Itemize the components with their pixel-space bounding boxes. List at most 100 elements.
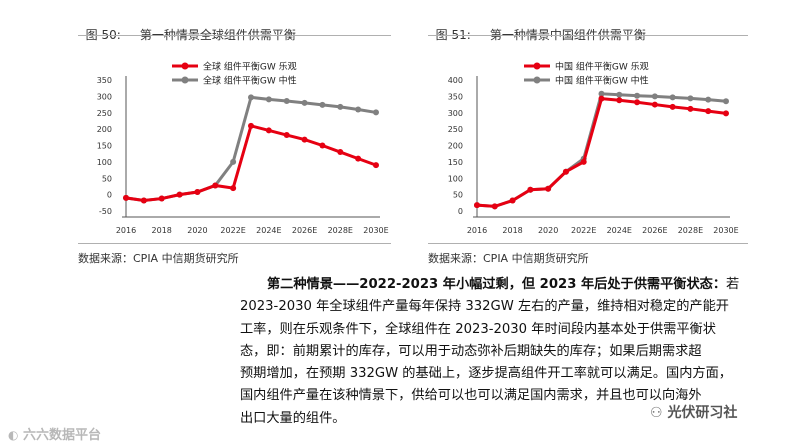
data-point: [337, 149, 344, 156]
legend-marker: [533, 76, 541, 84]
x-tick-label: 2026E: [292, 226, 317, 235]
data-point: [687, 105, 694, 112]
data-point: [616, 97, 623, 104]
y-tick-label: 150: [448, 158, 463, 167]
data-point: [140, 197, 147, 204]
data-point: [527, 186, 534, 193]
figure-title-left: 图 50: 第一种情景全球组件供需平衡: [78, 12, 296, 43]
data-point: [634, 92, 641, 99]
data-point: [509, 197, 516, 204]
x-tick-label: 2026E: [642, 226, 667, 235]
data-point: [598, 90, 605, 97]
paragraph-line: 预期增加，在预期 332GW 的基础上，逐步提高组件开工率就可以满足。国内方面，: [240, 366, 732, 382]
data-point: [651, 93, 658, 100]
data-point: [474, 202, 480, 209]
data-point: [687, 95, 694, 102]
x-tick-label: 2030E: [713, 226, 738, 235]
data-point: [491, 203, 498, 210]
data-point: [651, 101, 658, 108]
data-point: [723, 110, 729, 117]
data-point: [705, 96, 712, 103]
data-point: [545, 185, 552, 192]
data-point: [373, 109, 379, 116]
x-tick-label: 2024E: [256, 226, 281, 235]
x-tick-label: 2030E: [363, 226, 388, 235]
data-point: [705, 108, 712, 115]
legend-label: 中国 组件平衡GW 中性: [555, 75, 649, 87]
y-tick-label: 300: [97, 92, 112, 101]
figure-title-right: 图 51: 第一种情景中国组件供需平衡: [428, 12, 646, 43]
data-point: [616, 91, 623, 98]
y-tick-label: 50: [453, 191, 463, 200]
chart-global-balance: -50 0 50 100 150 200 250 300 350 2016 2018 2020 2022…: [97, 61, 389, 236]
legend-label: 全球 组件平衡GW 乐观: [203, 61, 297, 73]
x-tick-label: 2024E: [607, 226, 632, 235]
analysis-paragraph: 第二种情景——2022-2023 年小幅过剩，但 2023 年后处于供需平衡状态…: [240, 274, 780, 430]
x-tick-label: 2018: [152, 226, 172, 235]
legend-marker: [181, 76, 189, 84]
legend-label: 全球 组件平衡GW 中性: [203, 75, 297, 87]
y-tick-label: 0: [107, 191, 112, 200]
data-point: [212, 182, 219, 189]
data-point: [248, 94, 254, 101]
paragraph-line: 2023-2030 年全球组件产量每年保持 332GW 左右的产量，维持相对稳定…: [240, 299, 729, 315]
y-tick-label: -50: [99, 207, 112, 216]
y-tick-label: 250: [448, 125, 463, 134]
paragraph-line: 国内组件产量在该种情景下，供给可以也可以满足国内需求，并且也可以向海外: [240, 388, 702, 404]
x-tick-label: 2020: [538, 226, 558, 235]
paragraph-line: 第二种情景——2022-2023 年小幅过剩，但 2023 年后处于供需平衡状态…: [267, 277, 740, 292]
y-tick-label: 350: [97, 76, 112, 85]
y-tick-label: 200: [97, 125, 112, 134]
data-point: [158, 195, 165, 202]
series-line-neutral: [125, 95, 377, 203]
data-point: [319, 101, 326, 108]
chart-china-balance: 0 50 100 150 200 250 300 350 400 2016 2018 2020 2022…: [448, 61, 739, 236]
data-point: [355, 155, 362, 162]
data-point: [123, 194, 129, 201]
x-tick-label: 2028E: [328, 226, 353, 235]
paragraph-line: 出口大量的组件。: [240, 410, 346, 426]
data-point: [230, 158, 237, 165]
y-tick-label: 0: [458, 207, 463, 216]
y-tick-label: 250: [97, 109, 112, 118]
title-rule-left: [78, 35, 391, 36]
data-point: [723, 98, 729, 105]
data-point: [230, 185, 237, 192]
x-tick-label: 2016: [116, 226, 136, 235]
x-tick-label: 2016: [467, 226, 487, 235]
source-rule-right: [428, 243, 748, 244]
data-point: [194, 189, 201, 196]
data-point: [598, 95, 605, 102]
data-point: [373, 162, 379, 169]
source-rule-left: [78, 243, 391, 244]
data-point: [634, 99, 641, 106]
x-tick-label: 2028E: [678, 226, 703, 235]
x-tick-label: 2018: [502, 226, 522, 235]
data-point: [283, 132, 290, 139]
data-point: [337, 103, 344, 110]
y-tick-label: 50: [102, 174, 112, 183]
data-point: [580, 158, 587, 165]
watermark-left: ◐ 六六数据平台: [8, 428, 102, 443]
paragraph-line: 工率，则在乐观条件下，全球组件在 2023-2030 年时间段内基本处于供需平衡…: [240, 321, 716, 337]
data-point: [176, 191, 183, 198]
data-point: [301, 99, 308, 106]
data-point: [265, 127, 272, 134]
y-tick-label: 200: [448, 142, 463, 151]
y-tick-label: 350: [448, 92, 463, 101]
y-tick-label: 100: [97, 158, 112, 167]
x-tick-label: 2020: [187, 226, 207, 235]
y-tick-label: 400: [448, 76, 463, 85]
scenario-heading: 第二种情景——2022-2023 年小幅过剩，但 2023 年后处于供需平衡状态…: [267, 277, 727, 292]
data-point: [265, 96, 272, 103]
legend-label: 中国 组件平衡GW 乐观: [555, 61, 649, 73]
data-point: [301, 136, 308, 143]
watermark-logo-icon: ◐: [8, 428, 19, 442]
data-point: [669, 103, 676, 110]
x-tick-label: 2022E: [571, 226, 596, 235]
y-tick-label: 300: [448, 109, 463, 118]
series-line-optimistic: [476, 97, 727, 208]
y-tick-label: 150: [97, 142, 112, 151]
data-point: [562, 168, 569, 175]
x-tick-label: 2022E: [220, 226, 245, 235]
